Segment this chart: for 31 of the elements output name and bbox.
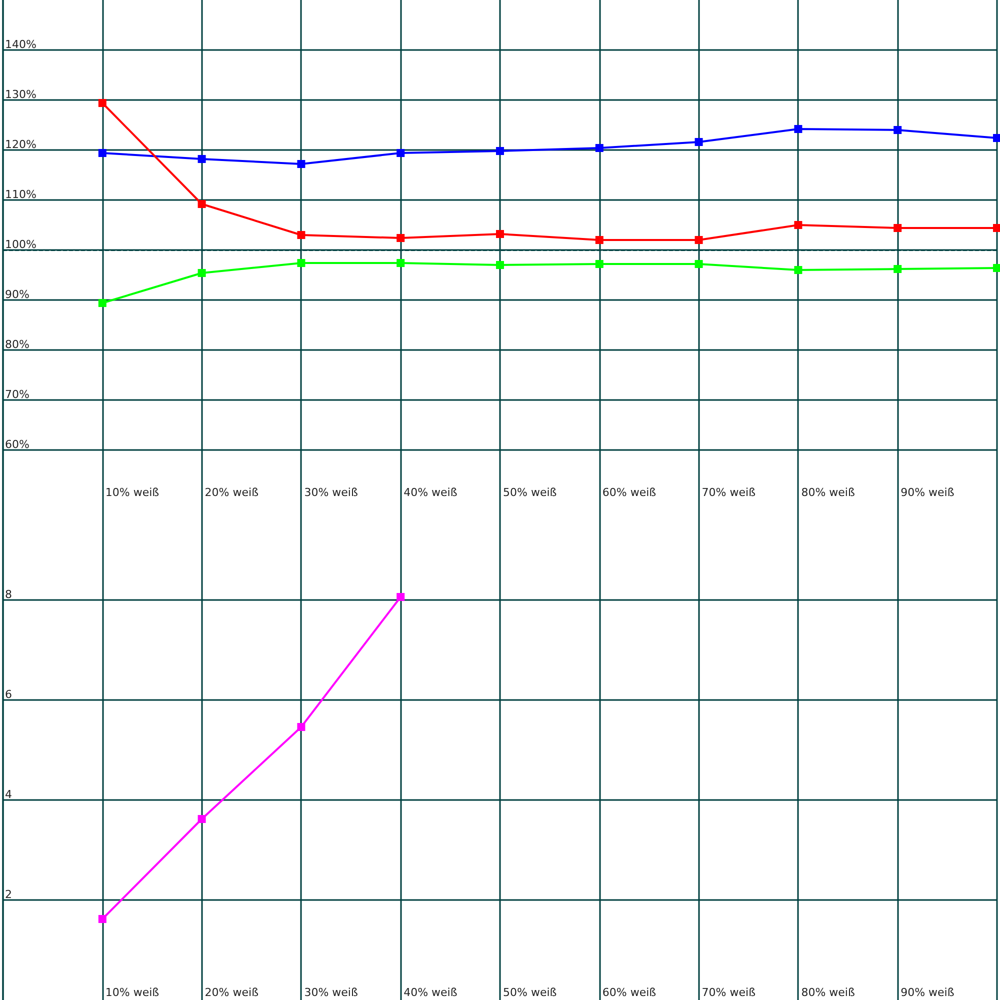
y-tick-label: 120% [5, 138, 36, 151]
y-tick-label: 90% [5, 288, 30, 301]
y-tick-label: 110% [5, 188, 36, 201]
x-tick-label: 70% weiß [702, 986, 756, 999]
x-tick-label: 50% weiß [503, 486, 557, 499]
y-tick-label: 8 [5, 588, 12, 601]
x-tick-label: 20% weiß [204, 986, 259, 999]
x-tick-label: 70% weiß [702, 486, 756, 499]
y-tick-label: 6 [5, 688, 12, 701]
y-tick-label: 60% [5, 438, 30, 451]
x-tick-label: 80% weiß [801, 986, 855, 999]
y-tick-label: 70% [5, 388, 30, 401]
x-tick-label: 30% weiß [304, 486, 358, 499]
x-tick-label: 60% weiß [602, 986, 656, 999]
y-tick-label: 100% [5, 238, 36, 251]
x-tick-label: 90% weiß [900, 486, 954, 499]
x-tick-label: 60% weiß [602, 486, 656, 499]
x-tick-label: 40% weiß [404, 486, 458, 499]
x-tick-label: 80% weiß [801, 486, 855, 499]
y-tick-label: 80% [5, 338, 30, 351]
y-tick-label: 4 [5, 788, 12, 801]
x-tick-label: 40% weiß [404, 986, 458, 999]
x-tick-label: 20% weiß [204, 486, 259, 499]
y-tick-label: 130% [5, 88, 36, 101]
y-tick-label: 2 [5, 888, 12, 901]
x-tick-label: 10% weiß [105, 986, 160, 999]
x-tick-label: 90% weiß [900, 986, 954, 999]
x-tick-label: 30% weiß [304, 986, 358, 999]
x-tick-label: 10% weiß [105, 486, 160, 499]
y-tick-label: 140% [5, 38, 36, 51]
x-tick-label: 50% weiß [503, 986, 557, 999]
